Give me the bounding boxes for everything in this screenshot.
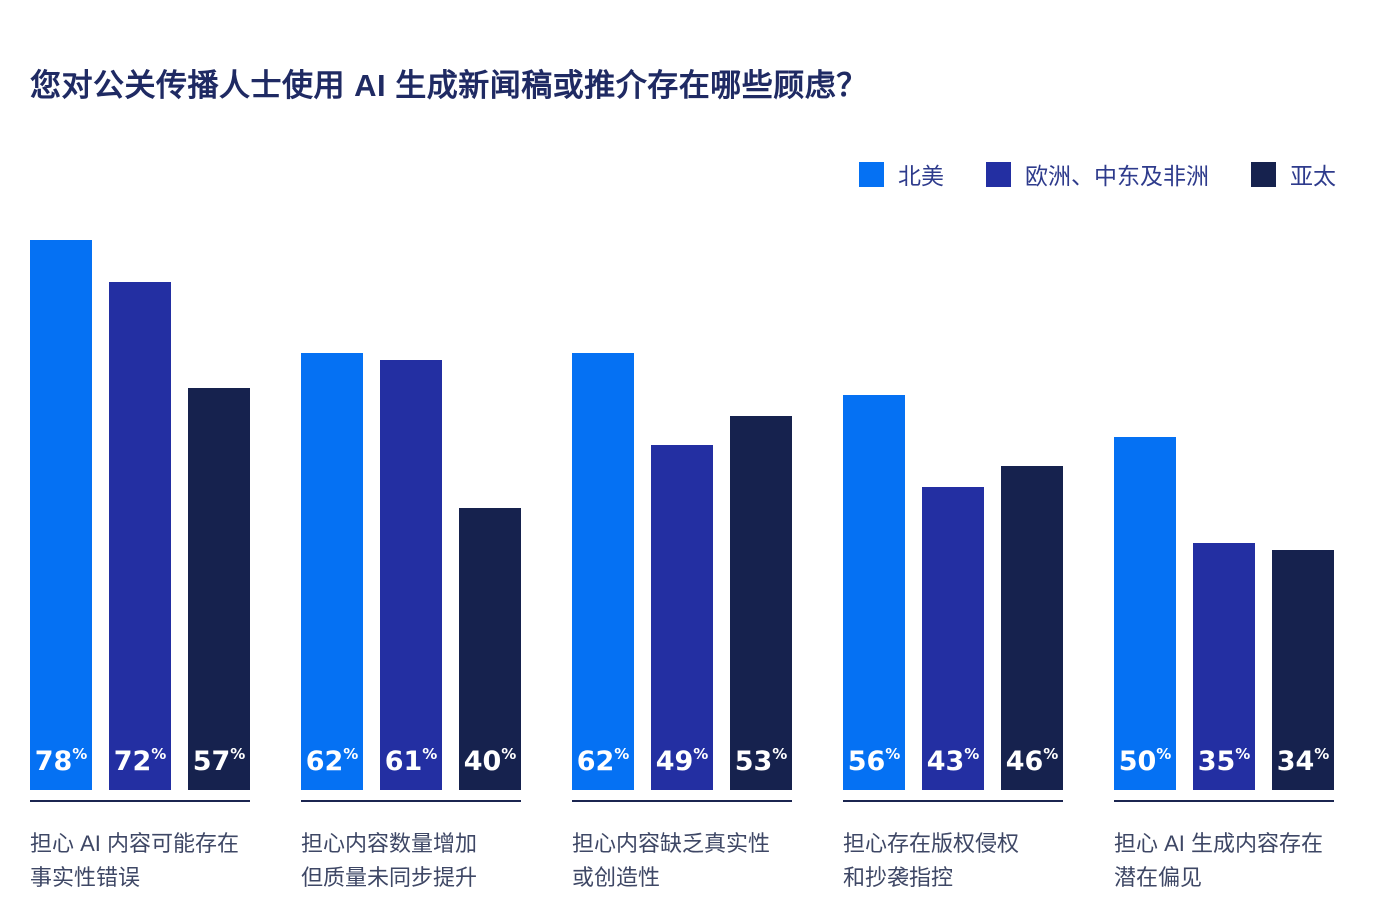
legend-label: 北美 <box>898 163 944 189</box>
bar: 50% <box>1114 437 1176 790</box>
legend-label: 欧洲、中东及非洲 <box>1025 163 1209 189</box>
bar-group: 62% 49% 53% 担心内容缺乏真实性 或创造性 <box>572 240 792 895</box>
bar-value-label: 53% <box>734 745 788 777</box>
bar-value-label: 62% <box>576 745 630 777</box>
bar-group: 56% 43% 46% 担心存在版权侵权 和抄袭指控 <box>843 240 1063 895</box>
bar-group: 78% 72% 57% 担心 AI 内容可能存在 事实性错误 <box>30 240 250 895</box>
bar: 40% <box>459 507 521 790</box>
bar: 43% <box>922 486 984 790</box>
bar-value-label: 56% <box>847 745 901 777</box>
legend: 北美 欧洲、中东及非洲 亚太 <box>859 157 1336 191</box>
legend-swatch <box>859 161 884 187</box>
page-title: 您对公关传播人士使用 AI 生成新闻稿或推介存在哪些顾虑？ <box>30 68 868 103</box>
bar-value-label: 62% <box>305 745 359 777</box>
group-baseline <box>1114 800 1334 802</box>
bar: 56% <box>843 395 905 790</box>
bar: 62% <box>301 352 363 790</box>
bar-chart: 78% 72% 57% 担心 AI 内容可能存在 事实性错误 62% 61% 40… <box>30 240 1334 895</box>
bar-group-bars: 78% 72% 57% <box>30 240 250 790</box>
bar-value-label: 50% <box>1118 745 1172 777</box>
legend-label: 亚太 <box>1290 163 1336 189</box>
bar-group: 62% 61% 40% 担心内容数量增加 但质量未同步提升 <box>301 240 521 895</box>
legend-swatch <box>986 161 1011 187</box>
group-baseline <box>572 800 792 802</box>
bar-group-bars: 62% 61% 40% <box>301 240 521 790</box>
category-label: 担心内容数量增加 但质量未同步提升 <box>301 831 478 890</box>
bar: 78% <box>30 240 92 790</box>
bar-value-label: 78% <box>34 745 88 777</box>
bar: 57% <box>188 388 250 790</box>
bar-value-label: 72% <box>113 745 167 777</box>
group-baseline <box>843 800 1063 802</box>
legend-item: 北美 <box>859 157 944 191</box>
bar: 49% <box>651 444 713 790</box>
bar: 46% <box>1001 465 1063 790</box>
category-label: 担心 AI 内容可能存在 事实性错误 <box>30 831 240 890</box>
bar-group-bars: 62% 49% 53% <box>572 240 792 790</box>
bar: 72% <box>109 282 171 790</box>
category-label: 担心存在版权侵权 和抄袭指控 <box>843 831 1020 890</box>
bar: 34% <box>1272 550 1334 790</box>
bar-value-label: 43% <box>926 745 980 777</box>
group-baseline <box>30 800 250 802</box>
legend-item: 亚太 <box>1251 157 1336 191</box>
category-label: 担心 AI 生成内容存在 潜在偏见 <box>1114 831 1324 890</box>
legend-swatch <box>1251 161 1276 187</box>
bar-value-label: 49% <box>655 745 709 777</box>
bar-group-bars: 50% 35% 34% <box>1114 240 1334 790</box>
bar-value-label: 40% <box>463 745 517 777</box>
legend-item: 欧洲、中东及非洲 <box>986 157 1209 191</box>
bar-group: 50% 35% 34% 担心 AI 生成内容存在 潜在偏见 <box>1114 240 1334 895</box>
bar-value-label: 35% <box>1197 745 1251 777</box>
bar-value-label: 46% <box>1005 745 1059 777</box>
group-baseline <box>301 800 521 802</box>
bar: 53% <box>730 416 792 790</box>
bar: 61% <box>380 359 442 790</box>
bar-group-bars: 56% 43% 46% <box>843 240 1063 790</box>
bar: 62% <box>572 352 634 790</box>
bar-value-label: 57% <box>192 745 246 777</box>
bar: 35% <box>1193 543 1255 790</box>
category-label: 担心内容缺乏真实性 或创造性 <box>572 831 771 890</box>
bar-value-label: 34% <box>1276 745 1330 777</box>
bar-value-label: 61% <box>384 745 438 777</box>
